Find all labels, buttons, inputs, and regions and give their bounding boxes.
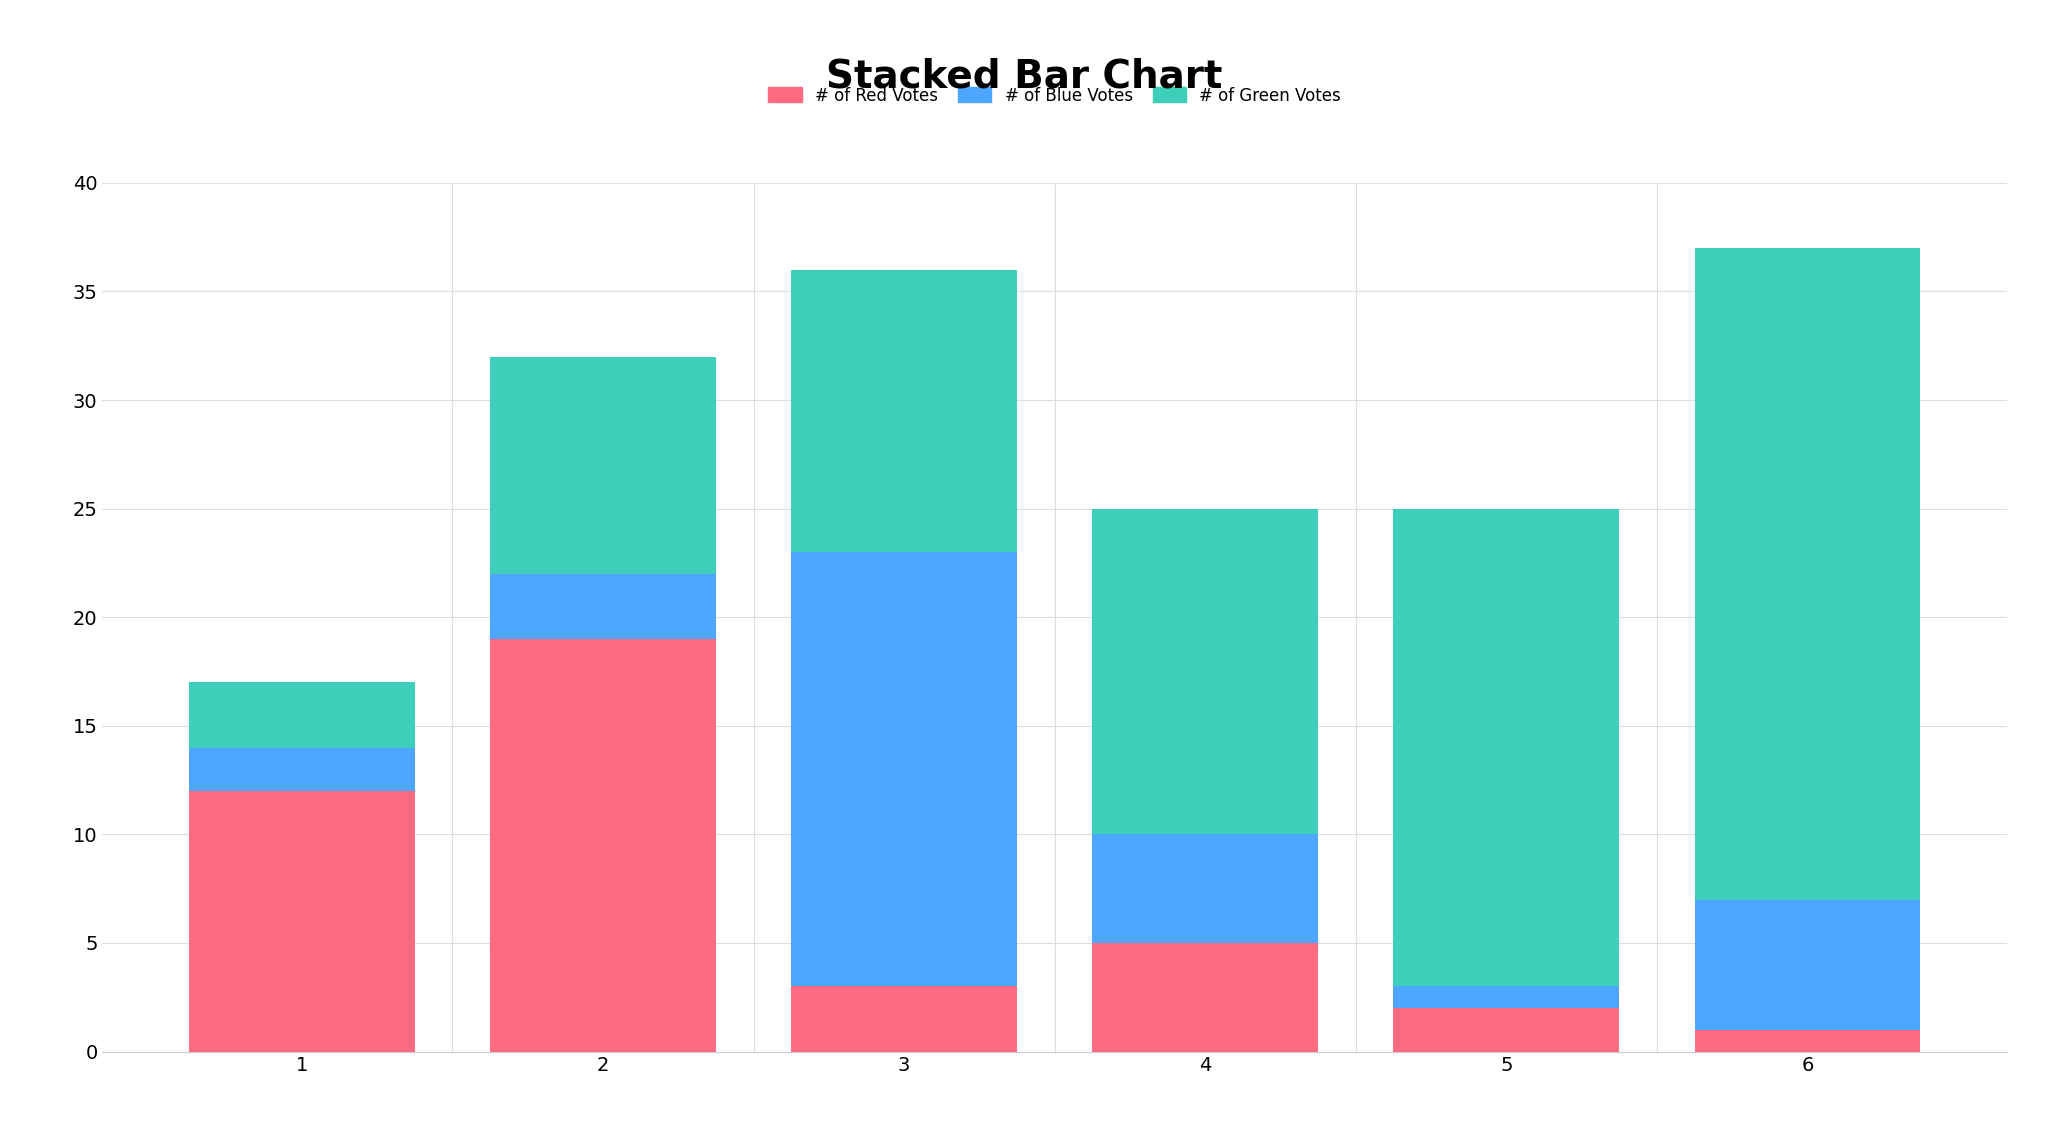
Bar xyxy=(188,791,416,1052)
Bar xyxy=(791,270,1018,552)
Bar xyxy=(188,682,416,748)
Bar xyxy=(1694,900,1921,1030)
Bar xyxy=(791,552,1018,986)
Bar xyxy=(1092,834,1319,943)
Bar xyxy=(1393,509,1620,986)
Bar xyxy=(1694,1030,1921,1052)
Bar xyxy=(1092,509,1319,834)
Bar xyxy=(489,574,717,639)
Text: Stacked Bar Chart: Stacked Bar Chart xyxy=(825,57,1223,95)
Bar xyxy=(489,639,717,1052)
Bar xyxy=(188,748,416,791)
Bar xyxy=(1694,248,1921,900)
Legend: # of Red Votes, # of Blue Votes, # of Green Votes: # of Red Votes, # of Blue Votes, # of Gr… xyxy=(760,78,1350,113)
Bar xyxy=(791,986,1018,1052)
Bar xyxy=(1393,986,1620,1008)
Bar xyxy=(1092,943,1319,1052)
Bar xyxy=(1393,1008,1620,1052)
Bar xyxy=(489,357,717,574)
